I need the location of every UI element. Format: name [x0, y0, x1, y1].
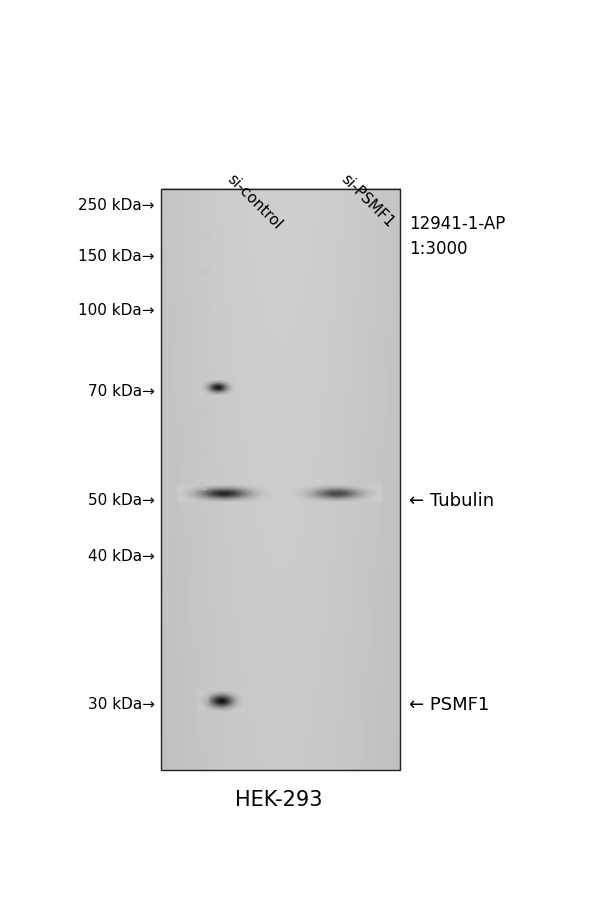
Text: .: . — [201, 336, 206, 350]
Text: 70 kDa→: 70 kDa→ — [88, 385, 155, 399]
Text: A: A — [199, 515, 208, 528]
Text: 12941-1-AP
1:3000: 12941-1-AP 1:3000 — [409, 214, 505, 258]
Text: W: W — [197, 301, 210, 314]
Text: .: . — [201, 587, 206, 600]
Text: W: W — [197, 265, 210, 278]
Text: si-control: si-control — [224, 171, 285, 232]
Text: ← PSMF1: ← PSMF1 — [409, 696, 489, 714]
Text: W: W — [197, 229, 210, 242]
Text: HEK-293: HEK-293 — [235, 790, 322, 810]
Bar — [161, 189, 400, 770]
Text: 50 kDa→: 50 kDa→ — [88, 494, 155, 508]
Text: G: G — [199, 444, 208, 457]
Text: O: O — [199, 659, 208, 671]
Text: 250 kDa→: 250 kDa→ — [78, 198, 155, 213]
Text: 150 kDa→: 150 kDa→ — [78, 250, 155, 264]
Text: ← Tubulin: ← Tubulin — [409, 492, 494, 510]
Text: P: P — [199, 372, 208, 386]
Text: M: M — [198, 694, 210, 707]
Text: T: T — [199, 408, 208, 421]
Text: L: L — [200, 479, 207, 493]
Text: B: B — [199, 551, 208, 564]
Text: si-PSMF1: si-PSMF1 — [338, 171, 397, 231]
Text: 30 kDa→: 30 kDa→ — [87, 697, 155, 712]
Text: 100 kDa→: 100 kDa→ — [78, 304, 155, 318]
Text: 40 kDa→: 40 kDa→ — [88, 550, 155, 564]
Text: C: C — [199, 623, 208, 635]
